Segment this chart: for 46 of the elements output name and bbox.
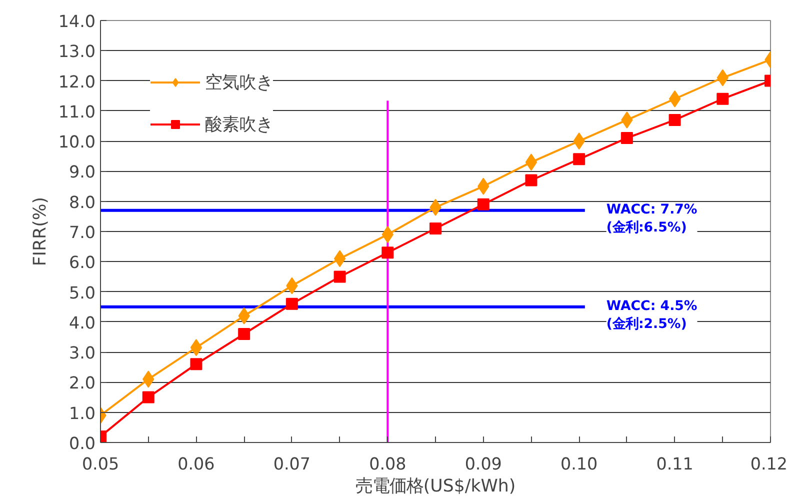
- y-tick-label: 14.0: [58, 12, 96, 31]
- point: [286, 298, 298, 310]
- point: [430, 222, 442, 234]
- x-tick-label: 0.12: [750, 454, 787, 474]
- y-tick-label: 4.0: [69, 313, 96, 332]
- point: [668, 114, 681, 126]
- point: [573, 153, 586, 166]
- point: [668, 90, 681, 108]
- x-tick-label: 0.11: [656, 454, 694, 474]
- ref-line-label: WACC: 7.7% (金利:6.5%): [606, 202, 698, 236]
- y-tick-label: 0.0: [69, 434, 96, 453]
- point: [334, 250, 346, 268]
- point: [716, 92, 729, 105]
- y-axis-title: FIRR(%): [30, 196, 50, 266]
- x-tick-label: 0.08: [369, 454, 406, 474]
- y-tick-label: 7.0: [69, 223, 96, 242]
- point: [142, 391, 154, 404]
- point: [525, 154, 538, 171]
- y-tick-label: 3.0: [69, 344, 96, 363]
- legend-label: 酸素吹き: [205, 114, 273, 136]
- point: [190, 339, 202, 356]
- y-tick-label: 5.0: [69, 283, 96, 302]
- point: [620, 132, 633, 144]
- x-tick-label: 0.10: [560, 454, 598, 474]
- y-tick-label: 8.0: [69, 192, 96, 212]
- y-tick-label: 1.0: [69, 404, 96, 423]
- y-tick-label: 11.0: [58, 102, 96, 122]
- y-tick-label: 6.0: [69, 253, 96, 272]
- point: [382, 246, 394, 259]
- x-tick-label: 0.06: [178, 454, 215, 474]
- point: [477, 198, 490, 210]
- y-tick-label: 9.0: [69, 162, 96, 182]
- y-tick-label: 2.0: [69, 374, 96, 393]
- x-tick-label: 0.05: [82, 454, 120, 474]
- point: [238, 328, 250, 340]
- y-tick-label: 10.0: [58, 132, 96, 152]
- x-tick-label: 0.09: [464, 454, 502, 474]
- y-tick-label: 13.0: [58, 42, 96, 62]
- point: [334, 270, 346, 283]
- x-tick-label: 0.07: [273, 454, 310, 474]
- x-axis-title: 売電価格(US$/kWh): [355, 476, 516, 496]
- y-tick-label: 12.0: [58, 72, 96, 92]
- point: [525, 174, 538, 186]
- legend-label: 空気吹き: [205, 72, 273, 94]
- ref-line-label: WACC: 4.5% (金利:2.5%): [606, 298, 698, 332]
- point: [190, 358, 202, 370]
